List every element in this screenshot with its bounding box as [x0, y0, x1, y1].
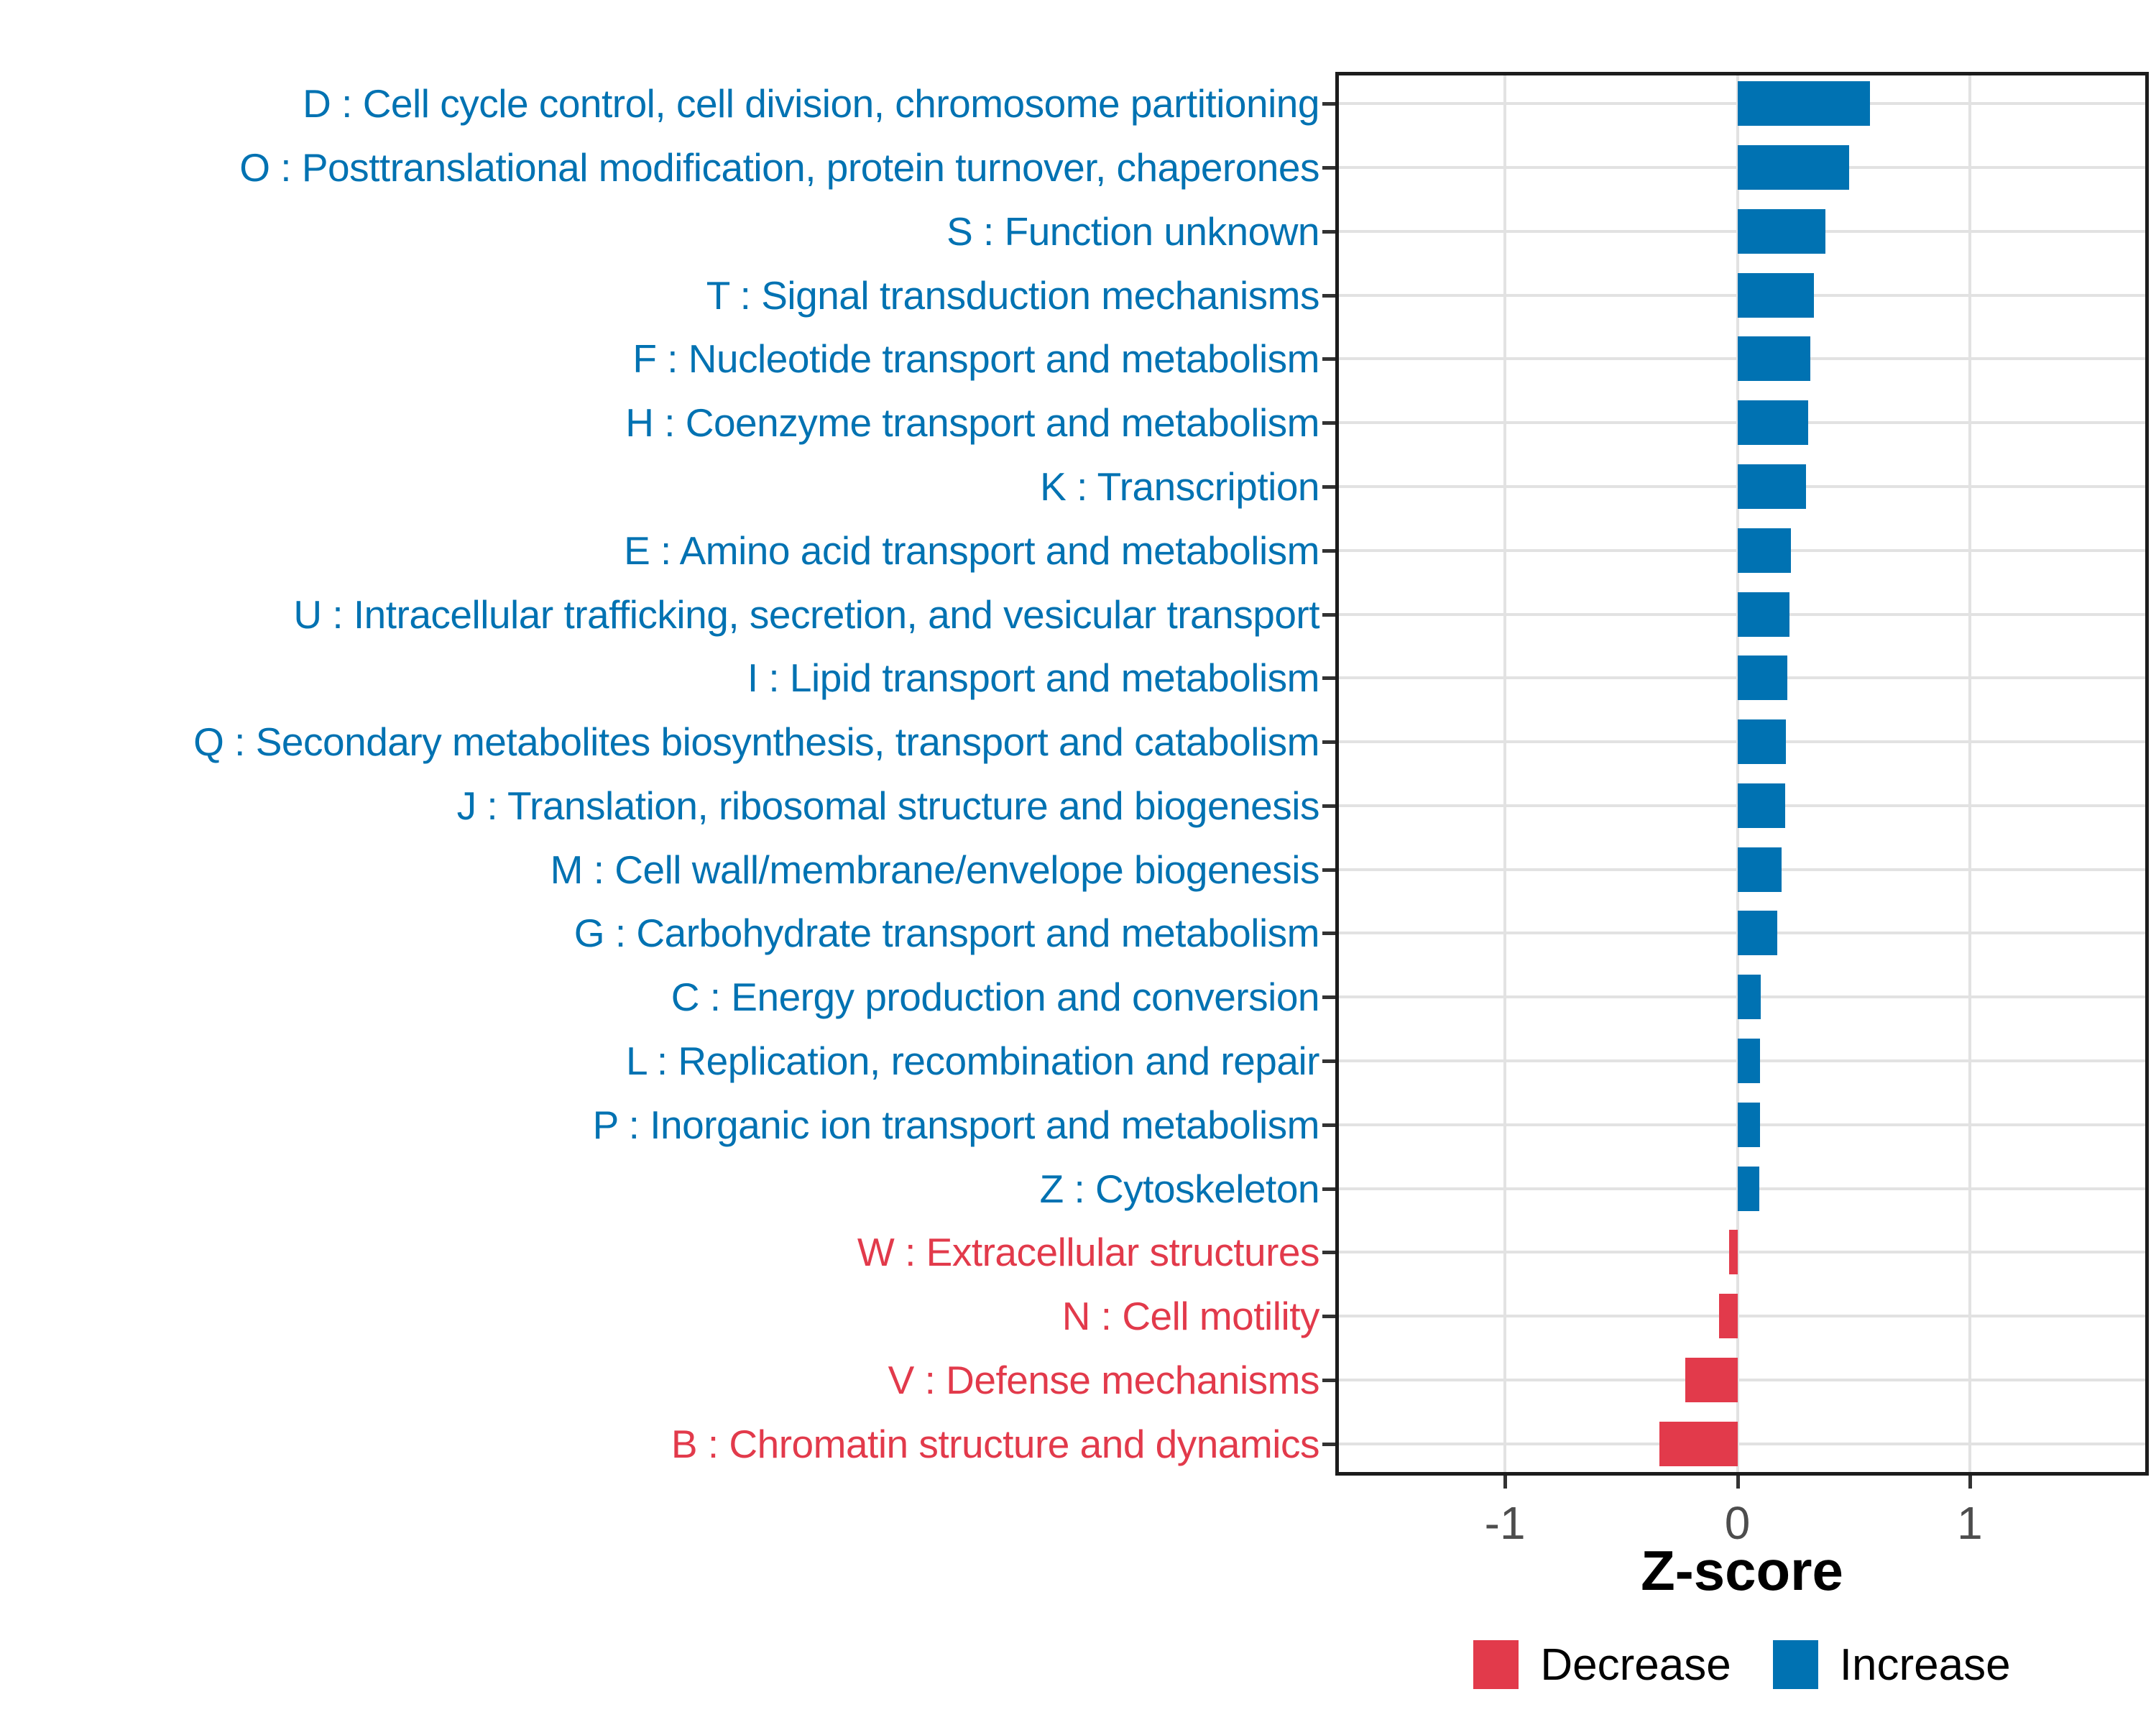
bar-L [1737, 1038, 1761, 1083]
y-tick-mark [1322, 1315, 1335, 1319]
x-tick-mark [1736, 1476, 1740, 1489]
bar-T [1737, 272, 1815, 318]
category-label-E: E : Amino acid transport and metabolism [624, 528, 1319, 573]
bar-V [1685, 1357, 1738, 1402]
x-tick-label: 1 [1957, 1497, 1983, 1549]
bar-G [1737, 911, 1777, 956]
y-tick-mark [1322, 1442, 1335, 1446]
y-tick-mark [1322, 868, 1335, 872]
legend-label-decrease: Decrease [1540, 1639, 1731, 1690]
legend-item-decrease: Decrease [1473, 1639, 1731, 1690]
y-tick-mark [1322, 1251, 1335, 1255]
category-label-M: M : Cell wall/membrane/envelope biogenes… [550, 847, 1320, 892]
bar-E [1737, 528, 1791, 573]
y-tick-mark [1322, 166, 1335, 170]
y-tick-mark [1322, 1123, 1335, 1127]
y-tick-mark [1322, 1059, 1335, 1063]
bar-I [1737, 656, 1788, 701]
bar-M [1737, 847, 1782, 892]
category-label-G: G : Carbohydrate transport and metabolis… [573, 911, 1320, 956]
category-label-S: S : Function unknown [946, 208, 1319, 254]
y-tick-mark [1322, 1187, 1335, 1191]
bar-S [1737, 208, 1826, 254]
category-label-Q: Q : Secondary metabolites biosynthesis, … [193, 719, 1319, 765]
bar-J [1737, 783, 1785, 828]
y-tick-mark [1322, 740, 1335, 745]
bar-W [1728, 1230, 1738, 1275]
y-tick-mark [1322, 485, 1335, 489]
y-tick-mark [1322, 932, 1335, 936]
category-label-U: U : Intracellular trafficking, secretion… [293, 592, 1319, 637]
bar-D [1737, 81, 1870, 126]
y-gridline [1335, 1315, 2149, 1318]
x-tick-label: -1 [1484, 1497, 1526, 1549]
bar-Q [1737, 719, 1787, 765]
y-tick-mark [1322, 548, 1335, 553]
y-tick-mark [1322, 229, 1335, 234]
y-tick-mark [1322, 612, 1335, 617]
bar-F [1737, 336, 1811, 382]
bar-U [1737, 592, 1790, 637]
y-tick-mark [1322, 1378, 1335, 1382]
legend: Decrease Increase [1335, 1639, 2149, 1690]
y-tick-mark [1322, 293, 1335, 298]
category-label-O: O : Posttranslational modification, prot… [239, 145, 1319, 190]
category-label-J: J : Translation, ribosomal structure and… [456, 783, 1320, 828]
x-gridline [1503, 72, 1507, 1476]
category-label-K: K : Transcription [1040, 464, 1319, 510]
category-label-H: H : Coenzyme transport and metabolism [625, 400, 1319, 446]
y-gridline [1335, 1378, 2149, 1381]
category-label-C: C : Energy production and conversion [671, 975, 1320, 1020]
bar-Z [1737, 1166, 1759, 1211]
category-label-P: P : Inorganic ion transport and metaboli… [592, 1102, 1320, 1147]
x-tick-mark [1968, 1476, 1972, 1489]
y-tick-mark [1322, 421, 1335, 426]
plot-panel [1335, 72, 2149, 1476]
y-tick-mark [1322, 357, 1335, 362]
x-gridline [1968, 72, 1971, 1476]
y-tick-mark [1322, 995, 1335, 1000]
category-label-D: D : Cell cycle control, cell division, c… [303, 81, 1319, 126]
bar-C [1737, 975, 1761, 1020]
legend-item-increase: Increase [1772, 1639, 2011, 1690]
bar-P [1737, 1102, 1760, 1147]
y-tick-mark [1322, 676, 1335, 681]
category-label-Z: Z : Cytoskeleton [1039, 1166, 1320, 1211]
legend-label-increase: Increase [1839, 1639, 2011, 1690]
x-tick-label: 0 [1724, 1497, 1751, 1549]
y-tick-mark [1322, 102, 1335, 106]
bar-O [1737, 145, 1849, 190]
bar-K [1737, 464, 1806, 510]
bar-N [1718, 1294, 1738, 1339]
x-gridline [1736, 72, 1739, 1476]
category-label-T: T : Signal transduction mechanisms [706, 272, 1320, 318]
category-label-N: N : Cell motility [1061, 1294, 1320, 1339]
legend-key-increase-icon [1772, 1640, 1818, 1689]
category-label-L: L : Replication, recombination and repai… [626, 1038, 1319, 1083]
y-tick-mark [1322, 804, 1335, 808]
legend-key-decrease-icon [1473, 1640, 1519, 1689]
y-gridline [1335, 1442, 2149, 1445]
x-tick-mark [1503, 1476, 1508, 1489]
bar-B [1659, 1421, 1738, 1466]
category-label-W: W : Extracellular structures [857, 1230, 1320, 1275]
x-axis-title: Z-score [1641, 1539, 1843, 1602]
bar-H [1737, 400, 1809, 446]
category-label-F: F : Nucleotide transport and metabolism [632, 336, 1319, 382]
y-gridline [1335, 1251, 2149, 1254]
category-label-V: V : Defense mechanisms [888, 1357, 1320, 1402]
category-label-I: I : Lipid transport and metabolism [747, 656, 1320, 701]
category-label-B: B : Chromatin structure and dynamics [671, 1421, 1320, 1466]
